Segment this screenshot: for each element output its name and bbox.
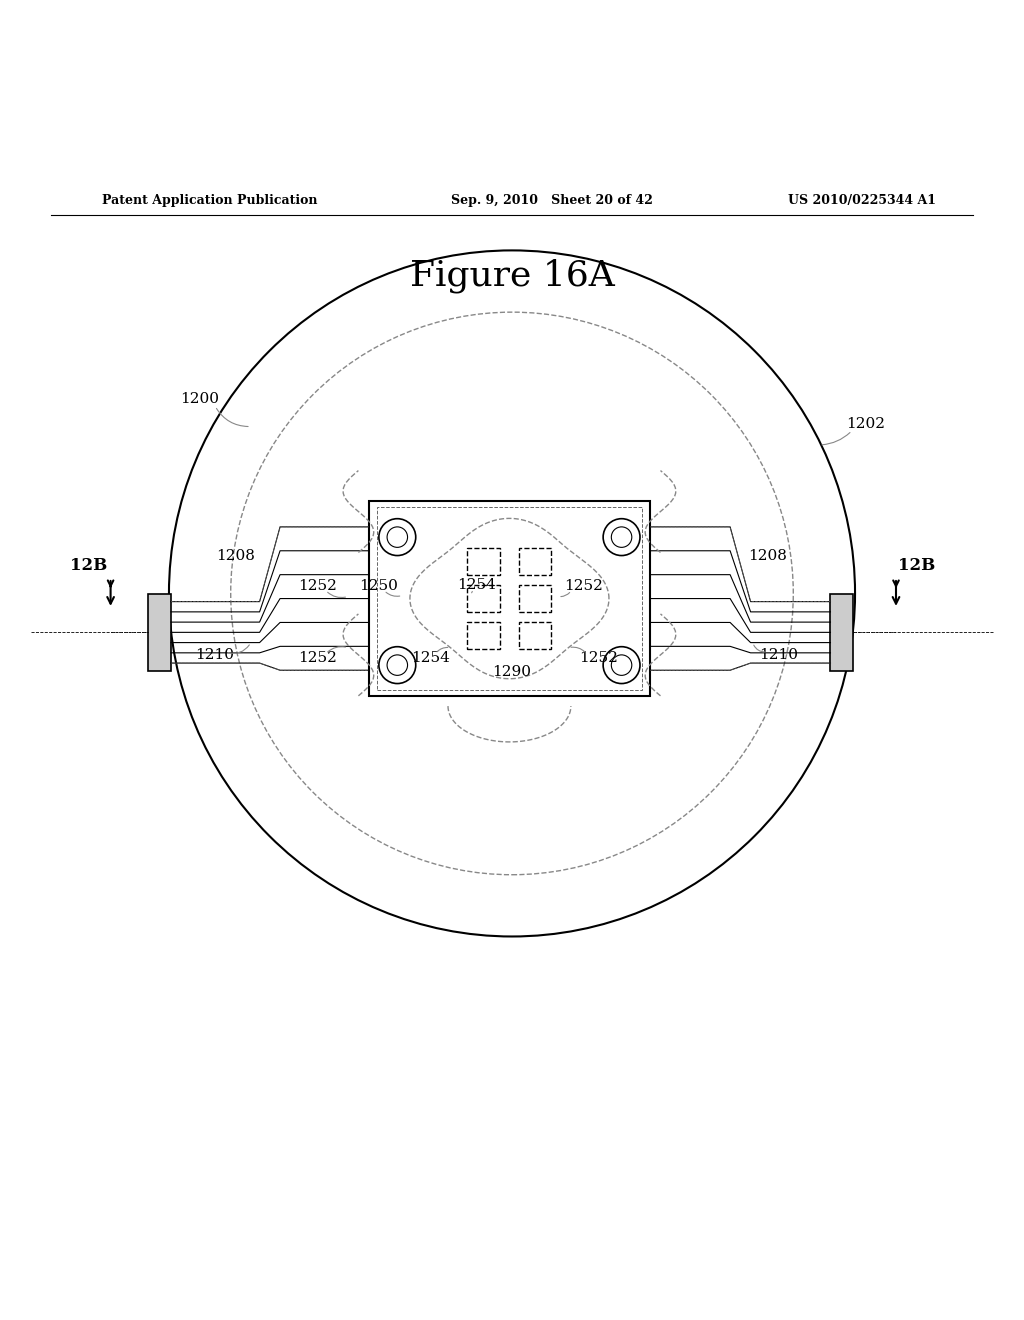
Bar: [519, 585, 552, 612]
Bar: [830, 594, 853, 671]
Text: 1202: 1202: [846, 417, 885, 432]
Text: 1250: 1250: [359, 579, 398, 593]
Bar: [369, 502, 650, 696]
Bar: [519, 622, 552, 648]
Text: 1254: 1254: [411, 651, 450, 665]
Text: 1252: 1252: [580, 651, 618, 665]
Text: 1252: 1252: [298, 579, 337, 593]
Text: 1252: 1252: [298, 651, 337, 665]
Text: 1290: 1290: [493, 665, 531, 680]
Text: 1254: 1254: [457, 578, 496, 593]
Bar: [467, 548, 501, 576]
Text: 1200: 1200: [180, 392, 219, 405]
Text: 12B: 12B: [898, 557, 935, 574]
Text: 1252: 1252: [564, 579, 603, 593]
Bar: [377, 507, 642, 689]
Text: Figure 16A: Figure 16A: [410, 259, 614, 293]
Bar: [148, 594, 171, 671]
Bar: [519, 548, 552, 576]
Text: 1208: 1208: [216, 549, 255, 562]
Text: 1210: 1210: [759, 648, 798, 661]
Text: US 2010/0225344 A1: US 2010/0225344 A1: [788, 194, 937, 207]
Text: 1210: 1210: [196, 648, 234, 661]
Bar: [467, 622, 501, 648]
Text: 1208: 1208: [749, 549, 787, 562]
Text: 12B: 12B: [71, 557, 108, 574]
Bar: [467, 585, 501, 612]
Text: Patent Application Publication: Patent Application Publication: [102, 194, 317, 207]
Text: Sep. 9, 2010   Sheet 20 of 42: Sep. 9, 2010 Sheet 20 of 42: [451, 194, 652, 207]
